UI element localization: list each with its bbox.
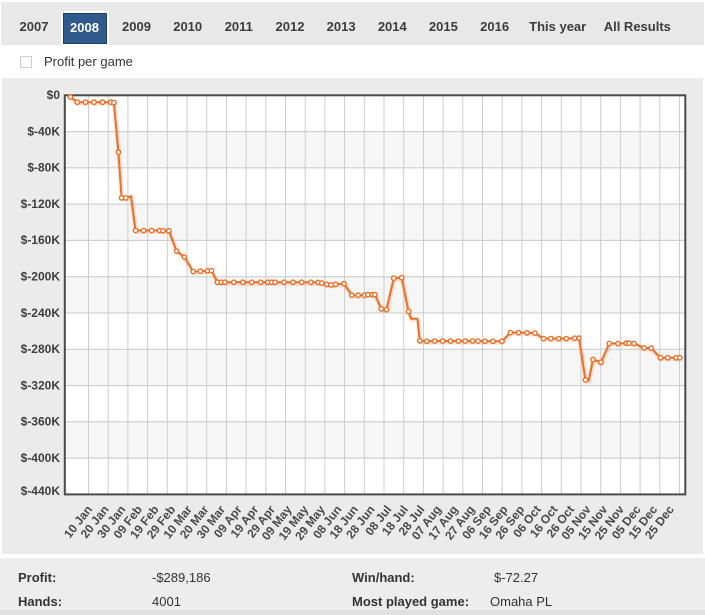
svg-text:$-240K: $-240K — [21, 306, 61, 320]
svg-text:$0: $0 — [47, 88, 61, 102]
svg-text:$-80K: $-80K — [27, 161, 60, 175]
svg-text:$-360K: $-360K — [21, 415, 61, 429]
svg-text:$-440K: $-440K — [21, 484, 61, 498]
svg-text:$-280K: $-280K — [21, 342, 61, 356]
svg-text:$-200K: $-200K — [21, 270, 61, 284]
svg-text:$-40K: $-40K — [27, 124, 60, 138]
svg-text:$-160K: $-160K — [21, 233, 61, 247]
svg-text:$-120K: $-120K — [21, 197, 61, 211]
svg-text:$-320K: $-320K — [21, 378, 61, 392]
svg-text:$-400K: $-400K — [21, 451, 61, 465]
